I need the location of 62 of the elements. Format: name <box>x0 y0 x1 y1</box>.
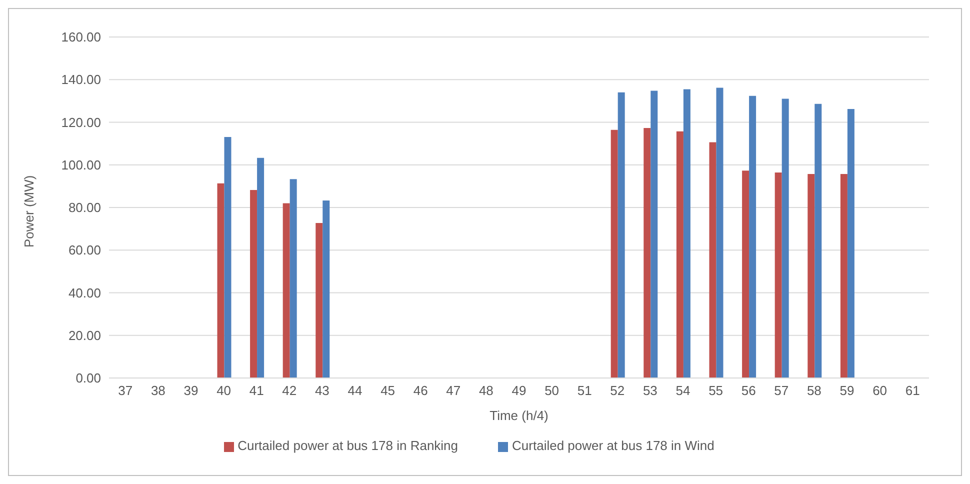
legend-label: Curtailed power at bus 178 in Wind <box>512 438 714 453</box>
x-tick-label: 41 <box>249 383 264 398</box>
y-axis-title: Power (MW) <box>22 175 37 248</box>
x-tick-label: 57 <box>774 383 789 398</box>
x-tick-label: 37 <box>118 383 133 398</box>
bar <box>224 136 232 378</box>
bar <box>282 203 290 378</box>
x-tick-label: 48 <box>478 383 494 398</box>
bar <box>814 104 822 378</box>
x-tick-label: 61 <box>905 383 920 398</box>
x-tick-label: 45 <box>380 383 396 398</box>
bar <box>610 130 618 378</box>
x-tick-label: 47 <box>446 383 461 398</box>
y-tick-label: 140.00 <box>61 72 101 88</box>
bar <box>709 142 716 378</box>
bar <box>316 223 323 378</box>
x-tick-label: 46 <box>413 383 428 398</box>
x-tick-label: 49 <box>512 383 526 398</box>
bar <box>808 174 815 378</box>
bar <box>322 200 330 378</box>
x-tick-label: 38 <box>150 383 166 398</box>
x-tick-label: 42 <box>282 383 297 398</box>
x-tick-label: 55 <box>708 383 724 398</box>
bar <box>716 88 724 378</box>
bar <box>847 109 854 378</box>
bar <box>683 89 690 378</box>
bar <box>774 172 782 378</box>
x-tick-label: 60 <box>872 383 888 398</box>
y-tick-label: 20.00 <box>68 328 101 343</box>
x-tick-label: 39 <box>184 383 198 398</box>
y-tick-label: 80.00 <box>68 200 101 216</box>
bar <box>749 96 756 378</box>
x-tick-label: 58 <box>806 383 822 398</box>
bar <box>782 98 789 378</box>
x-tick-label: 43 <box>314 383 330 398</box>
bar <box>650 90 658 378</box>
x-tick-label: 53 <box>642 383 658 398</box>
y-tick-label: 40.00 <box>68 285 101 300</box>
legend-label: Curtailed power at bus 178 in Ranking <box>238 438 458 453</box>
bar <box>257 158 264 378</box>
x-axis-title: Time (h/4) <box>490 408 548 423</box>
x-tick-label: 44 <box>348 383 362 398</box>
y-tick-label: 120.00 <box>61 114 101 130</box>
bar <box>250 190 258 378</box>
y-tick-label: 160.00 <box>61 30 101 45</box>
y-tick-label: 0.00 <box>76 370 101 386</box>
x-tick-label: 59 <box>840 383 854 398</box>
x-tick-label: 56 <box>741 383 756 398</box>
x-tick-label: 50 <box>544 383 560 398</box>
bar <box>676 131 684 378</box>
bar <box>840 174 848 378</box>
bar <box>290 179 297 378</box>
bar <box>644 128 651 378</box>
bar <box>742 170 750 378</box>
bar <box>618 92 625 378</box>
bar <box>217 183 224 378</box>
y-tick-label: 100.00 <box>61 157 101 172</box>
x-tick-label: 51 <box>577 383 592 398</box>
x-tick-label: 52 <box>610 383 625 398</box>
x-tick-label: 40 <box>216 383 232 398</box>
x-tick-label: 54 <box>676 383 690 398</box>
y-tick-label: 60.00 <box>68 242 101 258</box>
